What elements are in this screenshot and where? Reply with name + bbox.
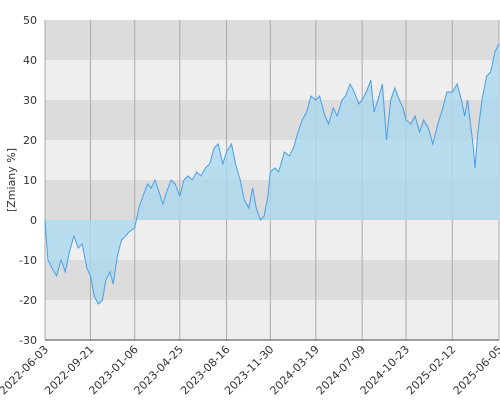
band: [45, 20, 499, 60]
y-tick-label: 50: [23, 14, 37, 27]
band: [45, 260, 499, 300]
y-tick-label: 10: [23, 174, 37, 187]
y-tick-label: 40: [23, 54, 37, 67]
band: [45, 60, 499, 100]
y-tick-label: -30: [19, 334, 37, 347]
y-axis-label: [Zmiany %]: [5, 148, 18, 212]
y-tick-label: -20: [19, 294, 37, 307]
area: [45, 44, 499, 304]
x-tick-label: 2025-06-05: [451, 343, 500, 397]
x-tick-label: 2025-02-12: [404, 343, 458, 397]
band: [45, 100, 499, 140]
y-tick-label: 0: [30, 214, 37, 227]
band: [45, 300, 499, 340]
line: [44, 43, 500, 305]
y-tick-label: 30: [23, 94, 37, 107]
y-tick-label: -10: [19, 254, 37, 267]
y-tick-label: 20: [23, 134, 37, 147]
